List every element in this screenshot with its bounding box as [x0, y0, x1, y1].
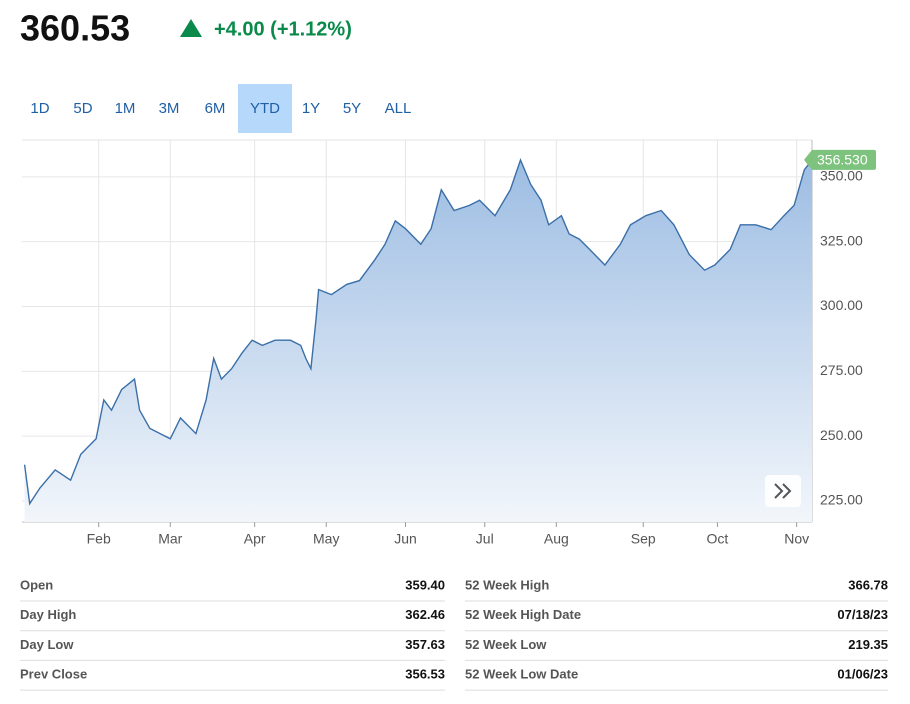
x-tick-label: Sep — [631, 531, 656, 547]
range-tab[interactable]: 1M — [115, 100, 136, 117]
price: 360.53 — [20, 8, 130, 49]
stat-label: Day Low — [20, 637, 74, 652]
range-tab[interactable]: ALL — [385, 100, 412, 117]
range-label: 5Y — [343, 100, 361, 117]
stat-label: 52 Week Low Date — [465, 667, 578, 682]
area — [24, 160, 812, 522]
y-tick-label: 350.00 — [820, 168, 863, 184]
stat-label: Prev Close — [20, 667, 87, 682]
stat-label: 52 Week Low — [465, 637, 547, 652]
x-tick-label: Mar — [158, 531, 182, 547]
y-tick-label: 275.00 — [820, 362, 863, 378]
stat-value: 07/18/23 — [837, 607, 888, 622]
active-tab-bg — [238, 84, 292, 133]
range-label: 1Y — [302, 100, 320, 117]
y-tick-label: 325.00 — [820, 232, 863, 248]
y-tick-label: 250.00 — [820, 427, 863, 443]
y-tick-label: 225.00 — [820, 492, 863, 508]
stat-value: 362.46 — [405, 607, 445, 622]
stat-value: 359.40 — [405, 577, 445, 592]
stat-value: 366.78 — [848, 577, 888, 592]
range-label: YTD — [250, 100, 280, 117]
range-tab[interactable]: 3M — [159, 100, 180, 117]
range-tab[interactable]: 1Y — [302, 100, 320, 117]
chart: 225.00 250.00 275.00 300.00 325.00 350.00 Feb M… — [22, 139, 876, 547]
range-label: 3M — [159, 100, 180, 117]
range-tabs: 1D 5D 1M 3M 6M YTD 1Y 5Y ALL — [30, 84, 411, 133]
x-tick-label: Apr — [244, 531, 266, 547]
range-tab[interactable]: 6M — [205, 100, 226, 117]
x-tick-label: Nov — [784, 531, 809, 547]
stat-value: 01/06/23 — [837, 667, 888, 682]
stat-value: 219.35 — [848, 637, 888, 652]
stat-label: 52 Week High — [465, 577, 549, 592]
x-tick-label: Jun — [394, 531, 417, 547]
last-price-label: 356.530 — [817, 152, 868, 168]
stat-label: Open — [20, 577, 53, 592]
last-price-flag — [804, 149, 876, 170]
stat-value: 357.63 — [405, 637, 445, 652]
range-tab[interactable]: 5Y — [343, 100, 361, 117]
range-label: 6M — [205, 100, 226, 117]
x-tick-label: May — [313, 531, 339, 547]
stats-table: Open 359.40 52 Week High 366.78 Day High 362.… — [20, 577, 888, 691]
range-label: 1M — [115, 100, 136, 117]
stat-value: 356.53 — [405, 667, 445, 682]
price-change: +4.00 (+1.12%) — [214, 18, 352, 40]
range-tab[interactable]: 5D — [73, 100, 92, 117]
stat-label: Day High — [20, 607, 76, 622]
x-tick-label: Oct — [707, 531, 729, 547]
x-tick-label: Jul — [476, 531, 494, 547]
range-label: 1D — [30, 100, 49, 117]
y-tick-label: 300.00 — [820, 297, 863, 313]
x-tick-label: Feb — [87, 531, 111, 547]
expand-button[interactable] — [765, 475, 801, 507]
stat-label: 52 Week High Date — [465, 607, 581, 622]
range-label: ALL — [385, 100, 412, 117]
range-tab[interactable]: YTD — [238, 84, 292, 133]
x-tick-label: Aug — [544, 531, 569, 547]
price-line — [23, 158, 813, 506]
up-arrow — [180, 19, 202, 37]
range-tab[interactable]: 1D — [30, 100, 49, 117]
range-label: 5D — [73, 100, 92, 117]
